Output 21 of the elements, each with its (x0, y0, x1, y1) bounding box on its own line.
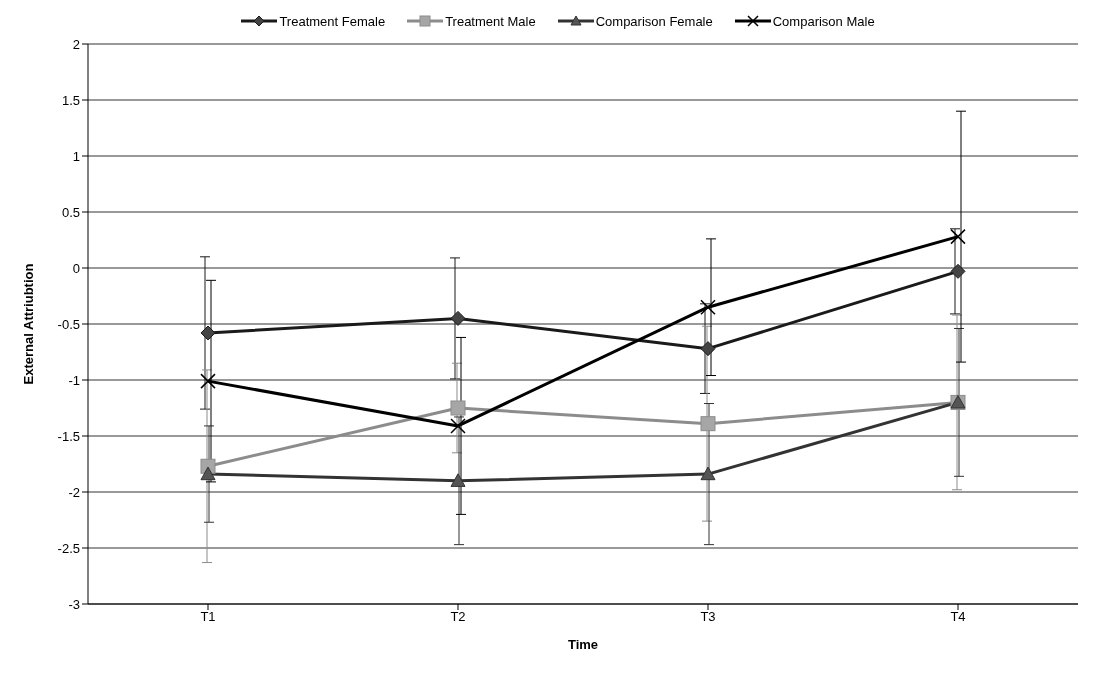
x-tick-label: T2 (450, 609, 466, 625)
x-tick-label: T3 (700, 609, 716, 625)
legend-label: Treatment Female (279, 13, 386, 29)
y-axis-title: External Attriubtion (20, 263, 36, 385)
legend-label: Comparison Male (772, 13, 875, 29)
y-tick-label: -1 (68, 372, 80, 388)
legend-label: Treatment Male (445, 13, 536, 29)
x-tick-label: T1 (200, 609, 216, 625)
x-tick-label: T4 (950, 609, 966, 625)
y-tick-label: -1.5 (57, 428, 80, 444)
y-tick-label: -3 (68, 596, 80, 612)
y-tick-label: 1 (72, 148, 80, 164)
y-tick-label: 2 (72, 36, 80, 52)
y-tick-label: 1.5 (61, 92, 80, 108)
y-tick-label: -2.5 (57, 540, 80, 556)
y-tick-label: -0.5 (57, 316, 80, 332)
legend-label: Comparison Female (595, 13, 713, 29)
y-tick-label: 0 (72, 260, 80, 276)
x-axis-title: Time (567, 637, 599, 652)
y-tick-label: -2 (68, 484, 80, 500)
y-tick-label: 0.5 (61, 204, 80, 220)
